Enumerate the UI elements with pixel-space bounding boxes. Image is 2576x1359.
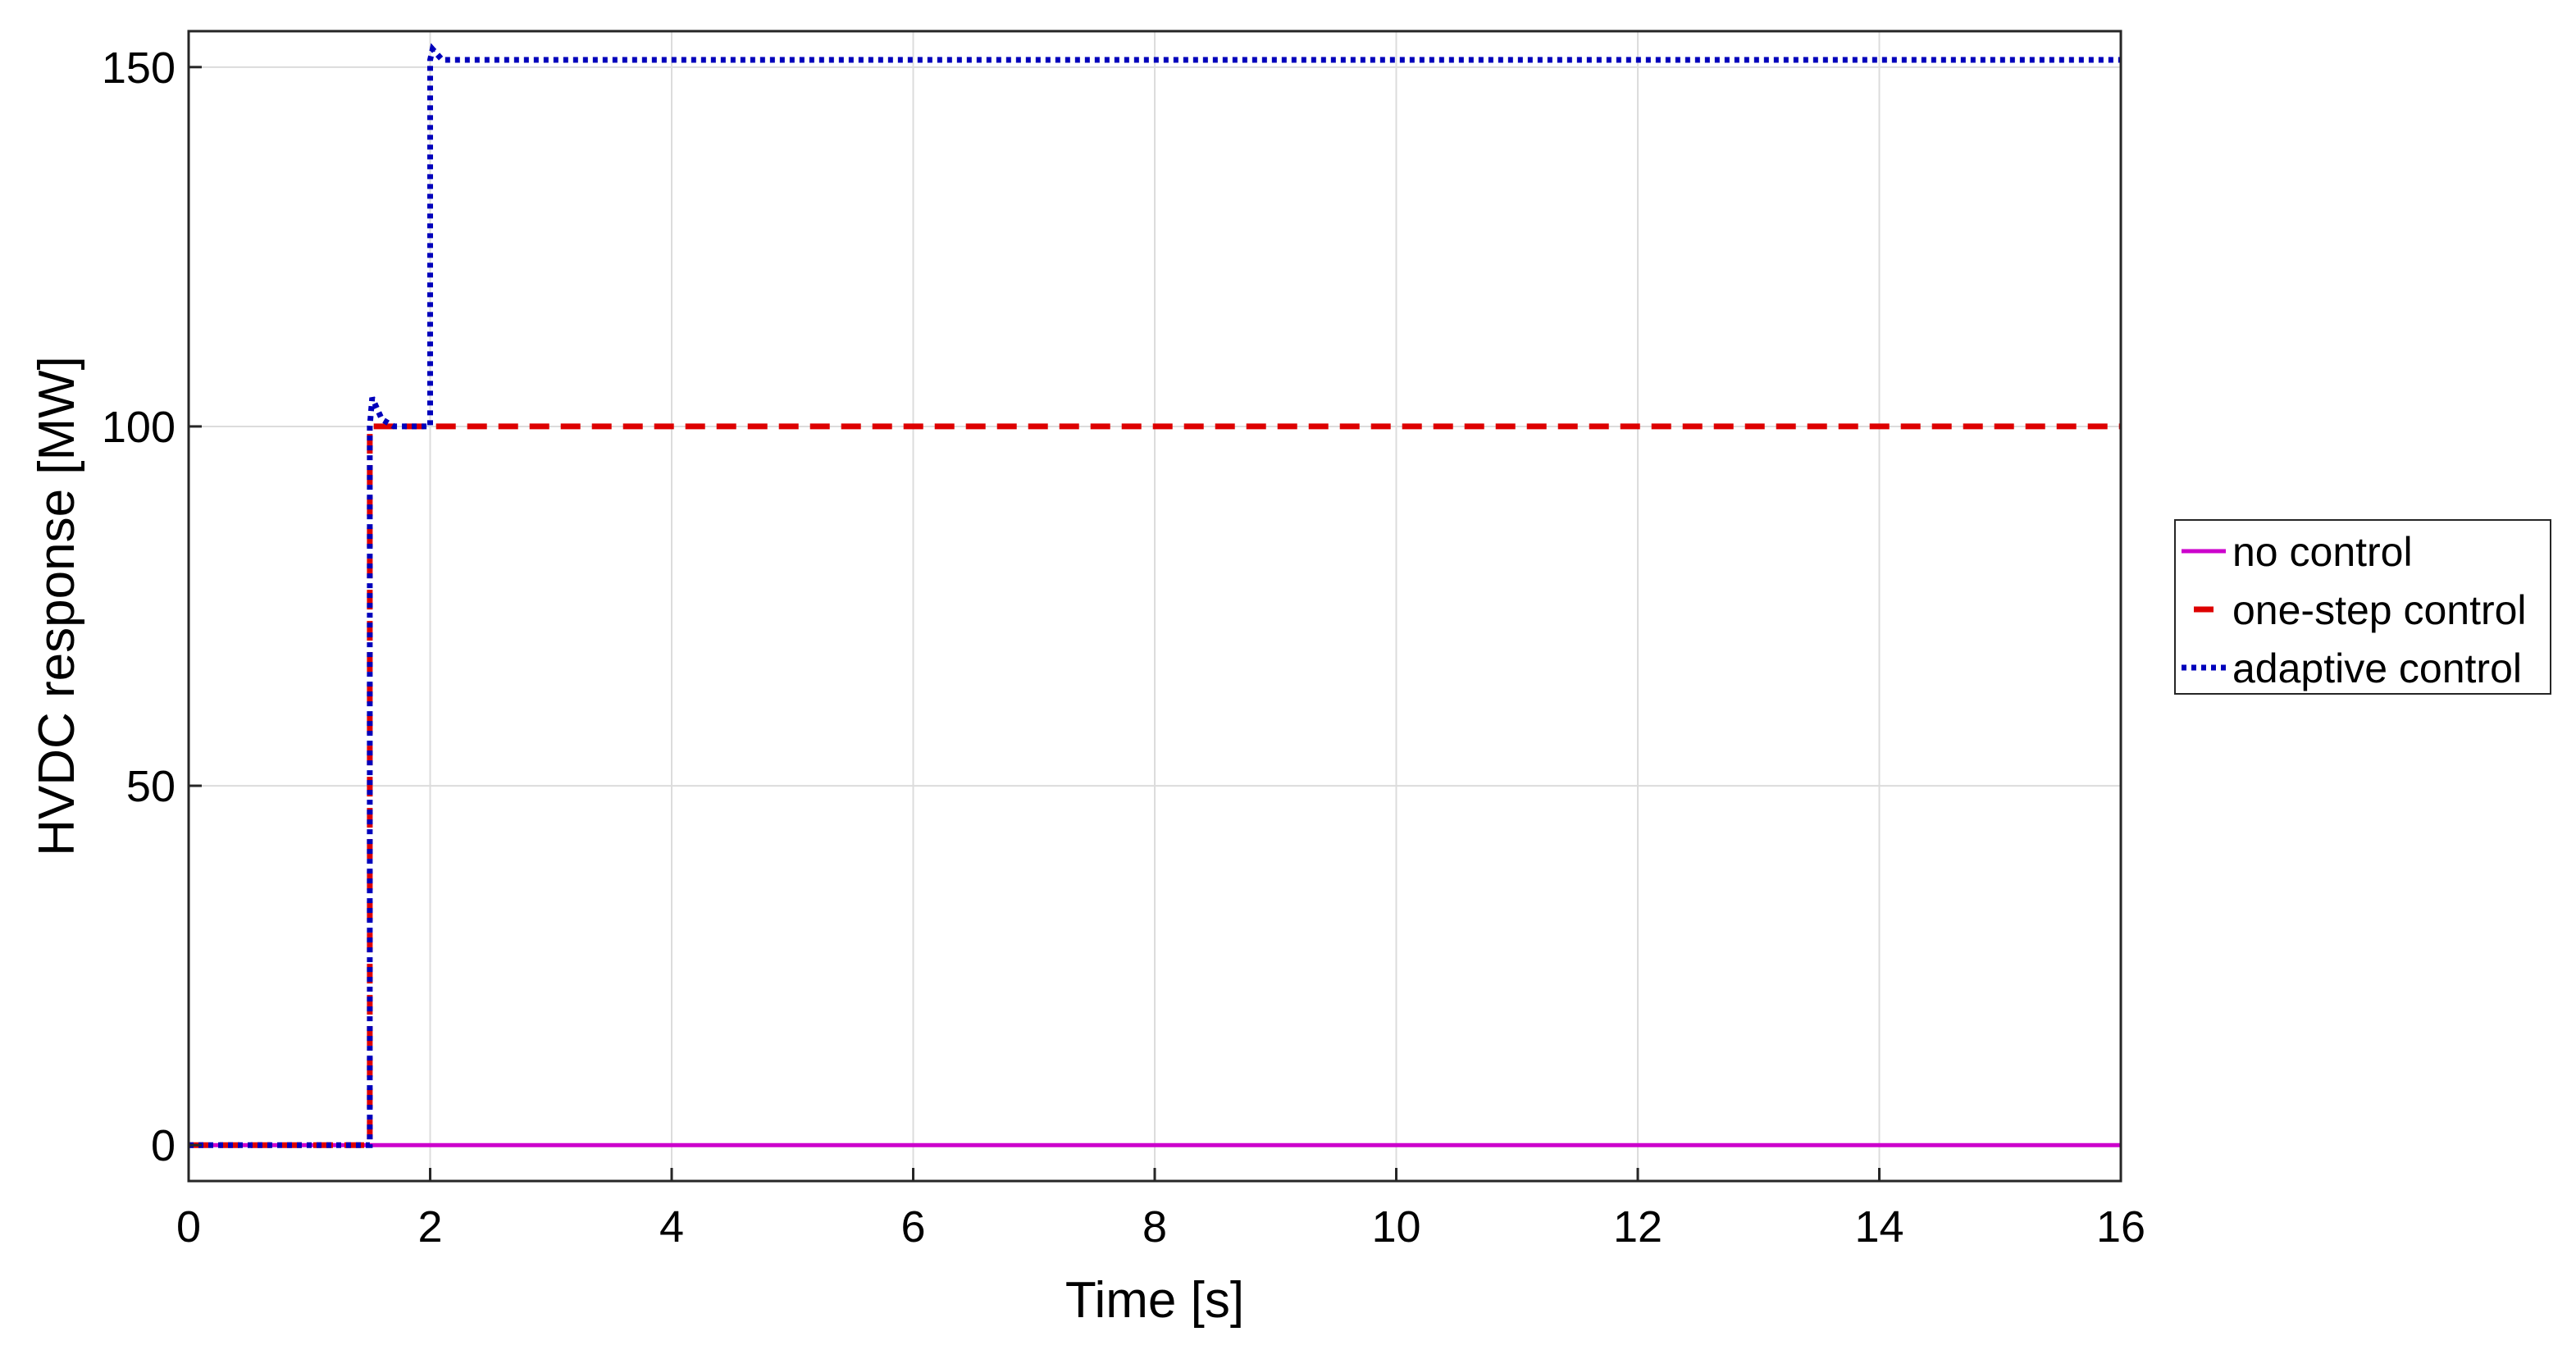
legend-label: adaptive control (2232, 645, 2522, 691)
x-tick-label: 0 (176, 1202, 201, 1252)
x-tick-label: 6 (900, 1202, 925, 1252)
x-axis-label: Time [s] (1065, 1272, 1244, 1329)
data-series (189, 43, 2121, 1148)
series-line-adaptive-control (189, 43, 2121, 1148)
x-tick-label: 14 (1854, 1202, 1904, 1252)
legend-label: no control (2232, 529, 2413, 575)
legend: no control one-step control adaptive contr… (2174, 519, 2551, 695)
x-tick-label: 8 (1142, 1202, 1167, 1252)
legend-entries: no control one-step control adaptive contr… (2182, 529, 2527, 691)
x-tick-label: 4 (659, 1202, 684, 1252)
x-tick-label: 16 (2096, 1202, 2145, 1252)
x-tick-label: 12 (1613, 1202, 1662, 1252)
axis-ticks: 0 2 4 6 8 10 12 14 16 0 50 100 150 (102, 43, 2145, 1252)
y-tick-label: 50 (126, 762, 176, 811)
y-tick-label: 0 (151, 1121, 176, 1170)
legend-label: one-step control (2232, 587, 2527, 633)
x-tick-label: 10 (1371, 1202, 1420, 1252)
legend-box (2174, 519, 2551, 695)
y-axis-label: HVDC response [MW] (29, 356, 85, 856)
y-tick-label: 100 (102, 403, 176, 452)
x-tick-label: 2 (417, 1202, 442, 1252)
y-tick-label: 150 (102, 43, 176, 93)
